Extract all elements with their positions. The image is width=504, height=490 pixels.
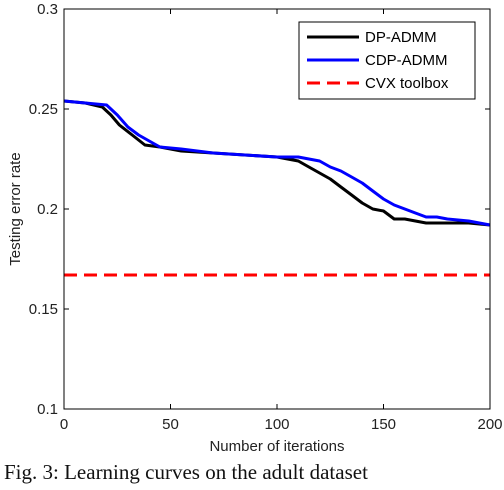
series-line-cdp-admm	[63, 99, 491, 227]
y-tick-label: 0.1	[37, 401, 58, 418]
series-line-dp-admm	[63, 99, 491, 227]
ticks: 0 50 100 150 200 0.1 0.15 0.2 0.25 0.3	[29, 1, 503, 433]
y-tick-label: 0.2	[37, 201, 58, 218]
y-axis-label: Testing error rate	[7, 152, 24, 265]
y-axis-label-group: Testing error rate	[7, 152, 24, 265]
chart: Testing error rate Number of iterations …	[7, 1, 503, 455]
legend: DP-ADMM CDP-ADMM CVX toolbox	[298, 21, 476, 100]
x-tick-label: 200	[477, 416, 502, 433]
y-tick-label: 0.3	[37, 1, 58, 18]
y-tick-label: 0.15	[29, 301, 58, 318]
plot-frame	[63, 8, 491, 410]
figure-caption: Fig. 3: Learning curves on the adult dat…	[4, 460, 368, 484]
x-tick-label: 0	[60, 416, 68, 433]
x-axis-label: Number of iterations	[209, 438, 344, 455]
y-tick-label: 0.25	[29, 101, 58, 118]
x-tick-label: 150	[371, 416, 396, 433]
x-tick-label: 100	[264, 416, 289, 433]
legend-label: CVX toolbox	[365, 75, 449, 92]
legend-label: DP-ADMM	[365, 29, 437, 46]
x-tick-label: 50	[162, 416, 179, 433]
series-layer	[63, 99, 491, 277]
legend-label: CDP-ADMM	[365, 52, 448, 69]
